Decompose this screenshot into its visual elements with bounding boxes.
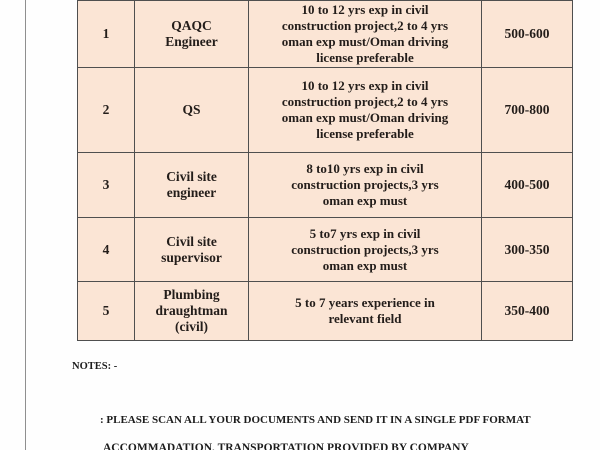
table-row: 2 QS 10 to 12 yrs exp in civil construct… [77, 67, 573, 153]
note-accommodation: ACCOMMADATION, TRANSPORTATION PROVIDED B… [103, 442, 469, 450]
page-margin-line [25, 0, 26, 450]
sno-cell: 4 [77, 217, 135, 282]
table-row: 4 Civil site supervisor 5 to7 yrs exp in… [77, 217, 573, 282]
experience-cell: 10 to 12 yrs exp in civil construction p… [248, 0, 482, 68]
position-cell: QAQC Engineer [134, 0, 249, 68]
sno-cell: 2 [77, 67, 135, 153]
sno-cell: 5 [77, 281, 135, 341]
sno-cell: 3 [77, 152, 135, 218]
salary-cell: 350-400 [481, 281, 573, 341]
position-cell: Plumbing draughtman (civil) [134, 281, 249, 341]
salary-cell: 500-600 [481, 0, 573, 68]
sno-cell: 1 [77, 0, 135, 68]
salary-cell: 700-800 [481, 67, 573, 153]
position-cell: Civil site supervisor [134, 217, 249, 282]
position-cell: QS [134, 67, 249, 153]
experience-cell: 8 to10 yrs exp in civil construction pro… [248, 152, 482, 218]
salary-cell: 400-500 [481, 152, 573, 218]
table-row: 3 Civil site engineer 8 to10 yrs exp in … [77, 152, 573, 218]
experience-cell: 5 to7 yrs exp in civil construction proj… [248, 217, 482, 282]
experience-cell: 10 to 12 yrs exp in civil construction p… [248, 67, 482, 153]
salary-cell: 300-350 [481, 217, 573, 282]
note-scan-documents: : PLEASE SCAN ALL YOUR DOCUMENTS AND SEN… [100, 414, 531, 426]
job-vacancy-table: 1 QAQC Engineer 10 to 12 yrs exp in civi… [77, 0, 573, 341]
table-row: 1 QAQC Engineer 10 to 12 yrs exp in civi… [77, 0, 573, 68]
experience-cell: 5 to 7 years experience in relevant fiel… [248, 281, 482, 341]
notes-heading: NOTES: - [72, 361, 118, 372]
table-row: 5 Plumbing draughtman (civil) 5 to 7 yea… [77, 281, 573, 341]
position-cell: Civil site engineer [134, 152, 249, 218]
